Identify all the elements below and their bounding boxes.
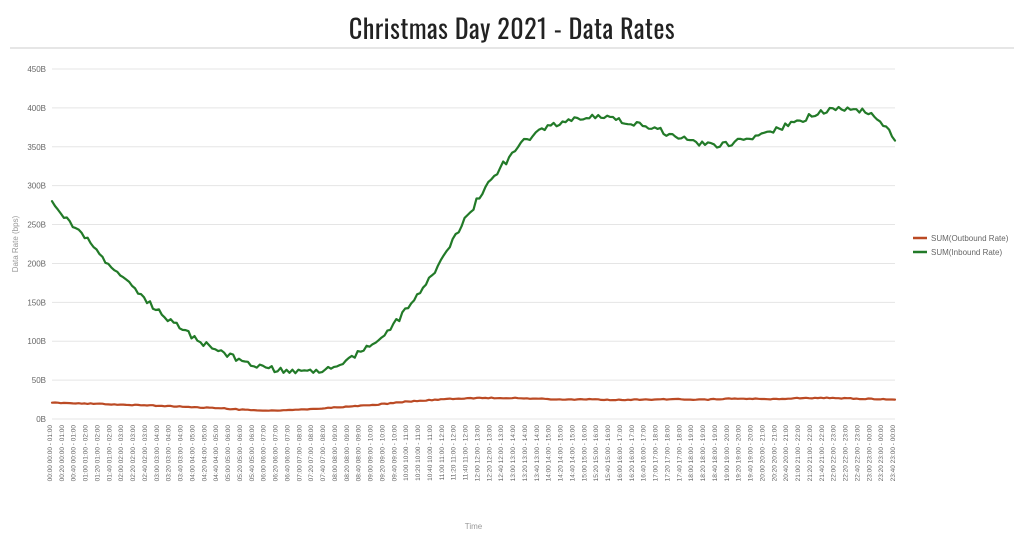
x-tick-label: 07:20 07:00 - 08:00 (308, 425, 315, 482)
x-tick-label: 11:40 11:00 - 12:00 (463, 425, 470, 481)
x-tick-label: 15:20 15:00 - 16:00 (593, 425, 600, 482)
x-tick-label: 12:20 12:00 - 13:00 (486, 425, 493, 482)
x-tick-label: 21:40 21:00 - 22:00 (819, 425, 826, 482)
x-tick-label: 09:40 09:00 - 10:00 (391, 425, 398, 482)
legend-label: SUM(Outbound Rate) (931, 234, 1009, 243)
y-tick-label: 100B (27, 337, 46, 346)
series-outbound (52, 398, 895, 411)
y-tick-label: 200B (27, 259, 46, 268)
x-tick-label: 08:20 08:00 - 09:00 (344, 425, 351, 482)
x-tick-label: 03:40 03:00 - 04:00 (178, 425, 185, 482)
x-tick-label: 23:40 23:00 - 00:00 (890, 425, 897, 482)
x-tick-label: 18:00 18:00 - 19:00 (688, 425, 695, 482)
x-tick-label: 20:40 20:00 - 21:00 (783, 425, 790, 482)
x-tick-label: 17:20 17:00 - 18:00 (664, 425, 671, 482)
x-tick-label: 06:20 06:00 - 07:00 (273, 425, 280, 482)
x-tick-label: 06:00 06:00 - 07:00 (261, 425, 268, 482)
x-tick-label: 11:20 11:00 - 12:00 (451, 425, 458, 481)
x-tick-label: 12:00 12:00 - 13:00 (474, 425, 481, 482)
x-tick-label: 18:20 18:00 - 19:00 (700, 425, 707, 482)
y-tick-label: 0B (36, 415, 46, 424)
x-tick-label: 17:40 17:00 - 18:00 (676, 425, 683, 482)
x-tick-label: 00:40 00:00 - 01:00 (71, 425, 78, 482)
x-tick-label: 01:20 01:00 - 02:00 (94, 425, 101, 482)
x-tick-label: 11:00 11:00 - 12:00 (439, 425, 446, 481)
x-tick-label: 02:00 02:00 - 03:00 (118, 425, 125, 482)
x-tick-label: 00:00 00:00 - 01:00 (47, 425, 54, 482)
x-tick-label: 14:20 14:00 - 15:00 (558, 425, 565, 482)
x-tick-label: 09:00 09:00 - 10:00 (368, 425, 375, 482)
x-tick-label: 10:00 10:00 - 11:00 (403, 425, 410, 481)
x-tick-label: 20:00 20:00 - 21:00 (759, 425, 766, 482)
x-tick-label: 22:20 22:00 - 23:00 (843, 425, 850, 482)
y-tick-label: 300B (27, 182, 46, 191)
x-tick-label: 05:20 05:00 - 06:00 (237, 425, 244, 482)
x-tick-label: 08:40 08:00 - 09:00 (356, 425, 363, 482)
x-tick-label: 04:00 04:00 - 05:00 (189, 425, 196, 482)
x-tick-label: 03:20 03:00 - 04:00 (166, 425, 173, 482)
x-tick-label: 22:00 22:00 - 23:00 (831, 425, 838, 482)
x-tick-label: 04:40 04:00 - 05:00 (213, 425, 220, 482)
x-tick-label: 04:20 04:00 - 05:00 (201, 425, 208, 482)
x-tick-label: 16:00 16:00 - 17:00 (617, 425, 624, 482)
x-tick-label: 15:40 15:00 - 16:00 (605, 425, 612, 482)
x-tick-label: 02:40 02:00 - 03:00 (142, 425, 149, 482)
y-tick-label: 150B (27, 298, 46, 307)
x-tick-label: 22:40 22:00 - 23:00 (854, 425, 861, 482)
y-tick-label: 50B (32, 376, 46, 385)
x-axis-label: Time (465, 522, 483, 531)
x-tick-label: 10:20 10:00 - 11:00 (415, 425, 422, 481)
x-tick-label: 14:00 14:00 - 15:00 (546, 425, 553, 482)
x-tick-label: 21:20 21:00 - 22:00 (807, 425, 814, 482)
chart-svg: 0B 50B 100B 150B 200B 250B 300B 350B 400B 450B 00:… (0, 47, 1024, 533)
x-tick-label: 01:00 01:00 - 02:00 (83, 425, 90, 482)
x-tick-label: 07:00 07:00 - 08:00 (296, 425, 303, 482)
x-tick-label: 10:40 10:00 - 11:00 (427, 425, 434, 481)
x-tick-label: 13:40 13:00 - 14:00 (534, 425, 541, 482)
y-tick-label: 400B (27, 104, 46, 113)
x-tick-label: 08:00 08:00 - 09:00 (332, 425, 339, 482)
x-tick-label: 01:40 01:00 - 02:00 (106, 425, 113, 482)
x-tick-label: 03:00 03:00 - 04:00 (154, 425, 161, 482)
chart-container: 0B 50B 100B 150B 200B 250B 300B 350B 400B 450B 00:… (0, 47, 1024, 536)
x-tick-label: 16:20 16:00 - 17:00 (629, 425, 636, 482)
y-tick-label: 450B (27, 65, 46, 74)
x-tick-label: 19:20 19:00 - 20:00 (736, 425, 743, 482)
x-tick-label: 20:20 20:00 - 21:00 (771, 425, 778, 482)
x-tick-label: 23:20 23:00 - 00:00 (878, 425, 885, 482)
x-tick-label: 13:00 13:00 - 14:00 (510, 425, 517, 482)
x-tick-label: 16:40 16:00 - 17:00 (641, 425, 648, 482)
chart-title: Christmas Day 2021 - Data Rates (0, 8, 1024, 47)
x-tick-label: 19:00 19:00 - 20:00 (724, 425, 731, 482)
x-tick-label: 06:40 06:00 - 07:00 (284, 425, 291, 482)
x-tick-label: 05:40 05:00 - 06:00 (249, 425, 256, 482)
x-tick-label: 12:40 12:00 - 13:00 (498, 425, 505, 482)
x-tick-label: 14:40 14:00 - 15:00 (569, 425, 576, 482)
x-tick-label: 21:00 21:00 - 22:00 (795, 425, 802, 482)
x-tick-label: 02:20 02:00 - 03:00 (130, 425, 137, 482)
x-tick-label: 07:40 07:00 - 08:00 (320, 425, 327, 482)
y-axis-label: Data Rate (bps) (11, 215, 20, 272)
x-tick-label: 13:20 13:00 - 14:00 (522, 425, 529, 482)
y-tick-label: 250B (27, 221, 46, 230)
x-tick-label: 19:40 19:00 - 20:00 (748, 425, 755, 482)
x-tick-label: 05:00 05:00 - 06:00 (225, 425, 232, 482)
x-tick-label: 17:00 17:00 - 18:00 (653, 425, 660, 482)
x-tick-label: 23:00 23:00 - 00:00 (866, 425, 873, 482)
x-tick-label: 00:20 00:00 - 01:00 (59, 425, 66, 482)
x-tick-label: 15:00 15:00 - 16:00 (581, 425, 588, 482)
x-tick-label: 09:20 09:00 - 10:00 (379, 425, 386, 482)
x-tick-label: 18:40 18:00 - 19:00 (712, 425, 719, 482)
y-tick-label: 350B (27, 143, 46, 152)
legend-label: SUM(Inbound Rate) (931, 248, 1002, 257)
